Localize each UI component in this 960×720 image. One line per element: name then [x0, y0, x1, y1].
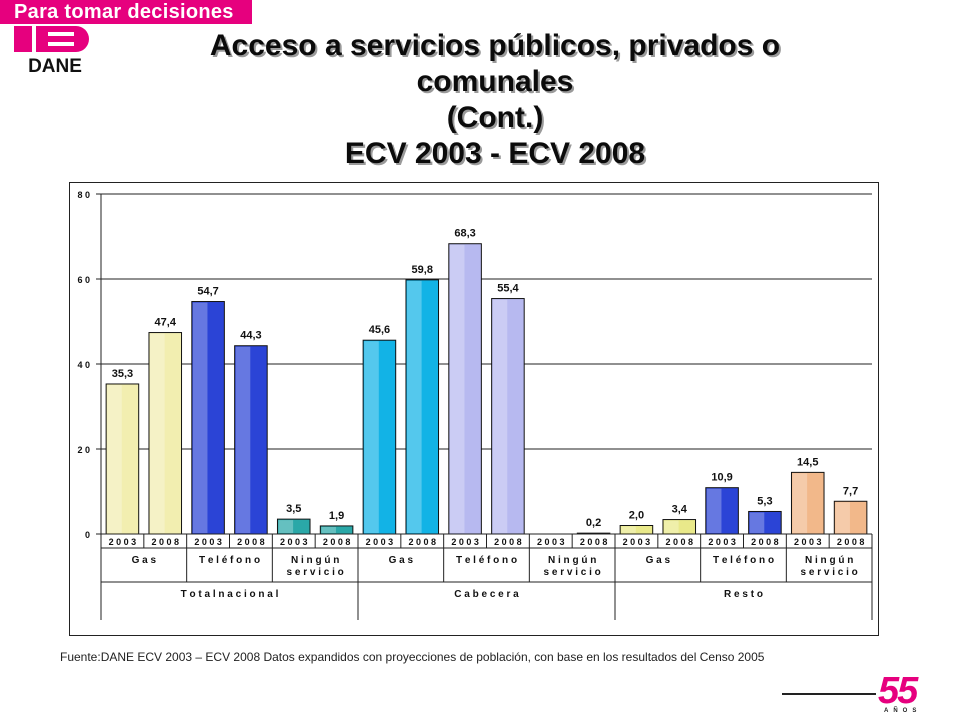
area-label: T o t a l n a c i o n a l — [181, 589, 279, 600]
year-label: 2 0 0 3 — [194, 537, 222, 547]
year-label: 2 0 0 3 — [109, 537, 137, 547]
bar-2003 — [191, 301, 225, 535]
data-label: 0,2 — [586, 517, 601, 529]
data-label: 7,7 — [843, 485, 858, 497]
year-label: 2 0 0 8 — [323, 537, 351, 547]
bar-highlight — [449, 244, 465, 533]
data-label: 68,3 — [454, 228, 475, 240]
year-label: 2 0 0 3 — [451, 537, 479, 547]
year-label: 2 0 0 3 — [708, 537, 736, 547]
data-label: 1,9 — [329, 510, 344, 522]
dane-logo-icon — [14, 26, 89, 52]
bar-highlight — [749, 512, 765, 533]
bar-2003 — [362, 339, 397, 535]
bar-2003 — [448, 243, 482, 535]
bar-highlight — [107, 384, 122, 533]
year-label: 2 0 0 3 — [537, 537, 565, 547]
data-label: 54,7 — [197, 286, 218, 298]
year-label: 2 0 0 8 — [580, 537, 608, 547]
bar-highlight — [192, 302, 208, 533]
service-label: T e l é f o n o — [199, 555, 260, 566]
service-label: s e r v i c i o — [801, 567, 858, 578]
bar-highlight — [149, 333, 165, 533]
data-label: 3,5 — [286, 503, 301, 515]
data-label: 5,3 — [757, 495, 772, 507]
year-label: 2 0 0 8 — [408, 537, 436, 547]
service-label: N i n g ú n — [548, 555, 596, 566]
bar-highlight — [278, 520, 294, 533]
page-title: Acceso a servicios públicos, privados o … — [100, 28, 890, 172]
anniversary-number: 55 — [878, 670, 918, 712]
bar-highlight — [364, 341, 379, 533]
bar-2008 — [405, 279, 440, 535]
data-label: 10,9 — [711, 472, 732, 484]
service-label: N i n g ú n — [291, 555, 339, 566]
area-label: C a b e c e r a — [454, 589, 519, 600]
source-note: Fuente:DANE ECV 2003 – ECV 2008 Datos ex… — [60, 650, 765, 664]
year-label: 2 0 0 8 — [237, 537, 265, 547]
bar-highlight — [621, 526, 636, 533]
title-line-2: comunales — [416, 65, 574, 98]
data-label: 2,0 — [629, 510, 644, 522]
service-label: s e r v i c i o — [287, 567, 344, 578]
service-label: G a s — [132, 555, 157, 566]
year-label: 2 0 0 8 — [151, 537, 179, 547]
logo-text: DANE — [28, 56, 82, 77]
anniversary-line — [782, 693, 876, 695]
year-label: 2 0 0 8 — [837, 537, 865, 547]
bar-highlight — [835, 502, 850, 533]
bar-highlight — [235, 346, 251, 533]
data-label: 14,5 — [797, 456, 818, 468]
tagline-banner: Para tomar decisiones — [0, 0, 252, 24]
anniversary-word: AÑOS — [884, 708, 922, 714]
year-label: 2 0 0 8 — [751, 537, 779, 547]
bar-2003 — [105, 383, 140, 535]
bar-2008 — [491, 298, 525, 535]
data-label: 55,4 — [497, 283, 519, 295]
service-label: N i n g ú n — [805, 555, 853, 566]
y-tick-label: 4 0 — [77, 360, 90, 370]
bar-2008 — [148, 332, 183, 535]
data-label: 44,3 — [240, 330, 261, 342]
data-label: 35,3 — [112, 368, 133, 380]
data-label: 59,8 — [412, 264, 433, 276]
bar-highlight — [663, 520, 679, 533]
bar-highlight — [406, 280, 422, 533]
title-line-1: Acceso a servicios públicos, privados o — [209, 29, 781, 62]
data-label: 45,6 — [369, 324, 390, 336]
service-label: G a s — [389, 555, 414, 566]
tagline-text: Para tomar decisiones — [14, 1, 234, 23]
y-tick-label: 0 — [85, 530, 90, 540]
service-label: T e l é f o n o — [713, 555, 774, 566]
y-tick-label: 8 0 — [77, 190, 90, 200]
bar-highlight — [492, 299, 508, 533]
area-label: R e s t o — [724, 589, 763, 600]
y-tick-label: 2 0 — [77, 445, 90, 455]
bar-2008 — [833, 500, 868, 535]
bar-highlight — [792, 473, 808, 533]
year-label: 2 0 0 3 — [366, 537, 394, 547]
bar-2003 — [790, 471, 825, 535]
y-tick-label: 6 0 — [77, 275, 90, 285]
service-label: s e r v i c i o — [544, 567, 601, 578]
bar-highlight — [321, 526, 336, 533]
title-line-4: ECV 2003 - ECV 2008 — [344, 137, 646, 170]
chart-frame: 0 2 0 4 0 6 0 8 0 35,3 47,4 54,7 44,3 3,5 1,9 45,6 5… — [69, 182, 879, 636]
data-label: 47,4 — [155, 317, 177, 329]
year-label: 2 0 0 8 — [494, 537, 522, 547]
year-label: 2 0 0 8 — [665, 537, 693, 547]
year-label: 2 0 0 3 — [280, 537, 308, 547]
title-line-3: (Cont.) — [446, 101, 544, 134]
service-label: G a s — [646, 555, 671, 566]
bar-2008 — [234, 345, 268, 535]
data-label: 3,4 — [672, 504, 688, 516]
year-label: 2 0 0 3 — [623, 537, 651, 547]
bar-chart: 0 2 0 4 0 6 0 8 0 35,3 47,4 54,7 44,3 3,5 1,9 45,6 5… — [77, 190, 873, 620]
service-label: T e l é f o n o — [456, 555, 517, 566]
year-label: 2 0 0 3 — [794, 537, 822, 547]
bar-highlight — [706, 488, 722, 533]
